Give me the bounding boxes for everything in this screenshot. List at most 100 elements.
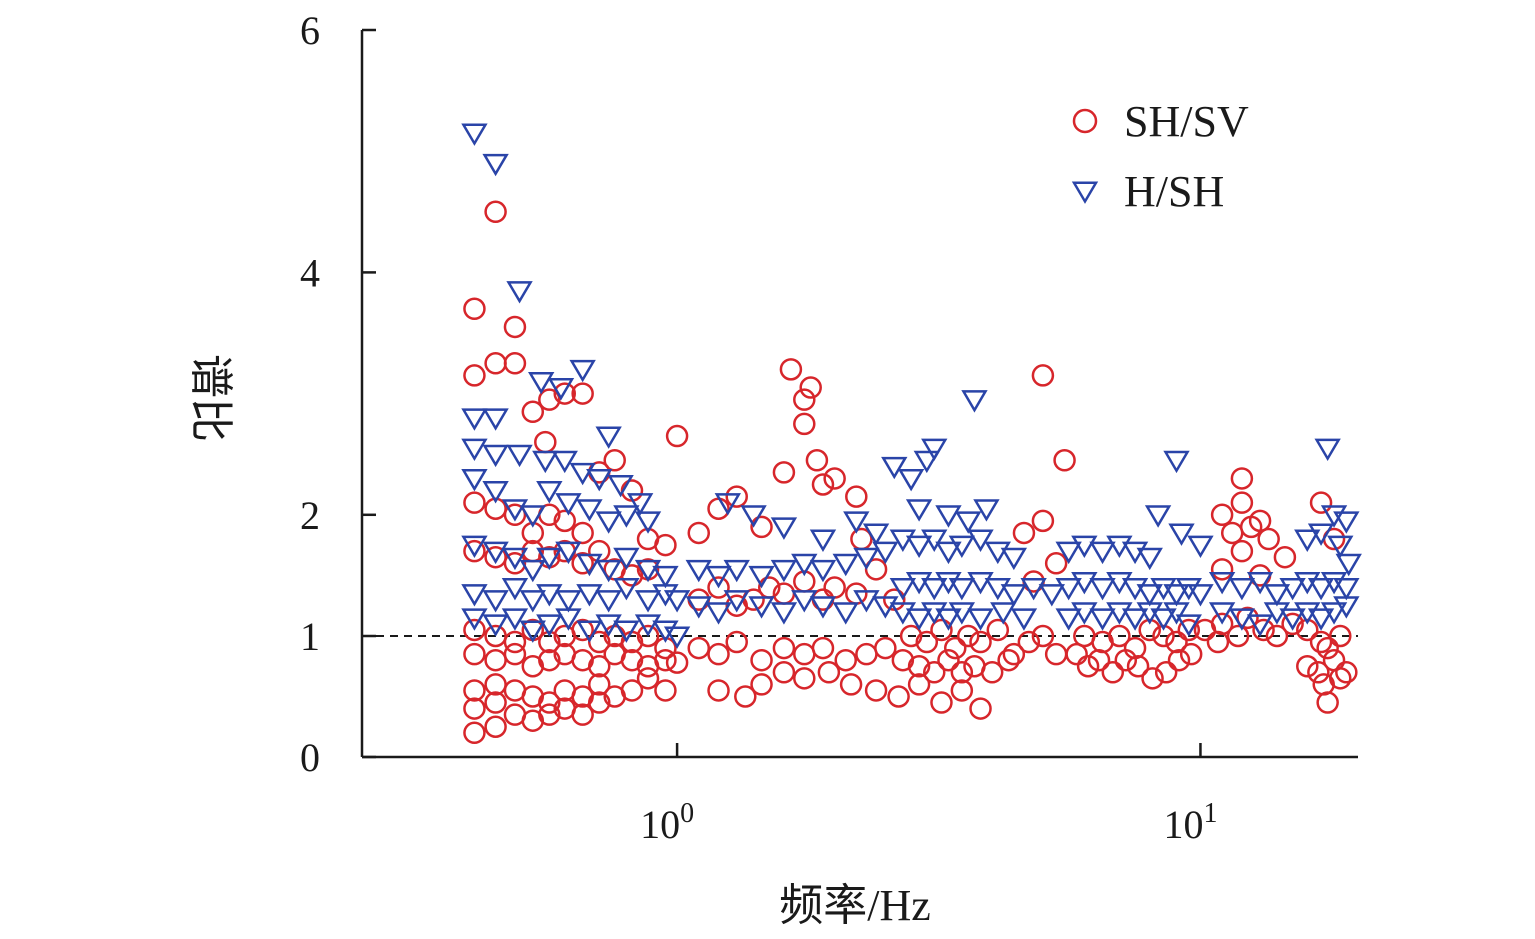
h-sh-point xyxy=(809,596,837,619)
h-sh-point xyxy=(1263,584,1291,607)
h-sh-point xyxy=(1055,608,1082,631)
sh-sv-point xyxy=(1335,661,1358,684)
h-sh-point xyxy=(1121,541,1149,565)
h-sh-point xyxy=(1175,578,1202,601)
sh-sv-point xyxy=(1210,612,1234,636)
h-sh-point xyxy=(1307,523,1335,546)
h-sh-point xyxy=(482,153,509,177)
sh-sv-point xyxy=(811,473,835,496)
h-sh-point xyxy=(1121,608,1149,631)
h-sh-point xyxy=(921,438,948,462)
h-sh-point xyxy=(501,499,529,522)
sh-sv-point xyxy=(538,648,561,672)
sh-sv-point xyxy=(811,636,835,660)
sh-sv-point xyxy=(823,467,846,490)
sh-sv-point xyxy=(772,661,796,684)
h-sh-point xyxy=(461,608,488,631)
h-sh-point xyxy=(1010,608,1038,631)
h-sh-point xyxy=(832,602,859,625)
h-sh-point xyxy=(897,468,925,492)
sh-sv-point xyxy=(937,648,960,672)
sh-sv-point xyxy=(969,697,992,720)
h-sh-point xyxy=(1020,578,1047,601)
sh-sv-point xyxy=(1210,558,1234,581)
h-sh-point xyxy=(1208,571,1236,595)
h-sh-point xyxy=(555,608,582,631)
h-sh-point xyxy=(1228,608,1256,631)
h-sh-point xyxy=(990,602,1017,625)
sh-sv-point xyxy=(1307,661,1330,684)
h-sh-point xyxy=(1208,602,1236,625)
sh-sv-point xyxy=(907,655,931,678)
sh-sv-point xyxy=(1265,624,1289,648)
h-sh-point xyxy=(663,590,691,613)
sh-sv-point xyxy=(1123,636,1147,660)
h-sh-point xyxy=(905,608,933,631)
h-sh-point xyxy=(506,281,533,304)
sh-sv-point xyxy=(484,691,507,714)
sh-sv-point xyxy=(923,661,946,684)
sh-sv-point xyxy=(930,618,953,642)
sh-sv-point xyxy=(463,491,486,514)
h-sh-point xyxy=(595,614,622,637)
sh-sv-point xyxy=(1126,655,1150,678)
sh-sv-point xyxy=(834,648,857,672)
h-sh-point xyxy=(555,493,582,516)
h-sh-point xyxy=(1055,541,1082,565)
sh-sv-point xyxy=(521,400,545,424)
y-axis-label: 谱比 xyxy=(186,354,235,442)
sh-sv-point xyxy=(587,673,611,696)
sh-sv-point xyxy=(1053,449,1076,472)
sh-sv-point xyxy=(503,642,527,666)
sh-sv-point xyxy=(823,576,846,599)
h-sh-point xyxy=(889,602,917,625)
x-axis-label: 频率/Hz xyxy=(779,881,931,930)
sh-sv-point xyxy=(707,642,730,666)
sh-sv-point xyxy=(817,661,841,684)
h-sh-point xyxy=(519,505,546,528)
sh-sv-point xyxy=(839,673,863,696)
sh-sv-point xyxy=(986,618,1010,642)
sh-sv-point xyxy=(1177,618,1201,642)
h-sh-point xyxy=(663,626,691,649)
h-sh-point xyxy=(634,511,662,534)
h-sh-point xyxy=(1320,505,1348,528)
h-sh-point xyxy=(634,590,662,613)
h-sh-point xyxy=(461,468,488,492)
h-sh-point xyxy=(532,450,559,474)
h-sh-point xyxy=(791,590,818,613)
h-sh-point xyxy=(1335,553,1362,577)
h-sh-point xyxy=(1307,578,1335,601)
x-tick-label: 100 xyxy=(640,798,694,847)
sh-sv-point xyxy=(620,679,644,702)
h-sh-point xyxy=(921,529,948,552)
sh-sv-point xyxy=(484,648,507,672)
h-sh-point xyxy=(536,584,563,607)
h-sh-point xyxy=(905,499,933,522)
sh-sv-point xyxy=(463,539,486,563)
sh-sv-point xyxy=(707,679,730,702)
sh-sv-point xyxy=(571,618,594,642)
h-sh-point xyxy=(569,462,596,486)
h-sh-point xyxy=(1089,541,1116,565)
sh-sv-point xyxy=(1210,503,1234,527)
sh-sv-point xyxy=(845,485,868,508)
h-sh-point xyxy=(832,553,859,577)
h-sh-point xyxy=(1000,547,1028,571)
sh-sv-point xyxy=(930,691,953,714)
h-sh-point xyxy=(613,505,640,528)
h-sh-point xyxy=(913,450,940,474)
sh-sv-point xyxy=(571,552,594,575)
sh-sv-point xyxy=(772,461,796,484)
h-sh-point xyxy=(770,559,798,583)
h-sh-point xyxy=(482,444,509,468)
h-sh-point xyxy=(595,511,622,534)
h-sh-point xyxy=(607,475,634,498)
h-sh-point xyxy=(872,596,899,619)
h-sh-point xyxy=(652,620,679,643)
h-sh-point xyxy=(547,378,575,401)
h-sh-point xyxy=(984,578,1011,601)
h-sh-point xyxy=(1089,578,1116,601)
h-sh-point xyxy=(1246,614,1274,637)
